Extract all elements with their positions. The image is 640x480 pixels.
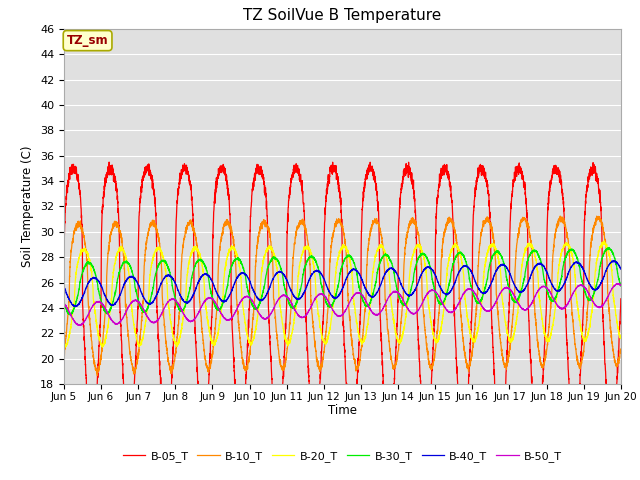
B-30_T [60,300,68,305]
B-20_T [600,238,608,244]
Text: TZ_sm: TZ_sm [67,34,108,47]
Line: B-30_T: B-30_T [64,248,621,315]
Line: B-05_T: B-05_T [64,162,621,441]
B-50_T [436,296,444,302]
B-50_T [161,305,168,311]
B-50_T [60,301,68,307]
B-50_T [616,282,624,288]
Line: B-10_T: B-10_T [64,216,621,375]
B-10_T [467,355,475,361]
B-05_T [161,425,168,431]
B-10_T [161,317,168,323]
B-05_T [534,438,541,444]
B-20_T [60,342,68,348]
B-05_T [616,311,624,316]
B-05_T [617,296,625,302]
B-50_T [499,287,507,292]
B-40_T [616,265,624,271]
B-30_T [161,259,168,264]
B-05_T [60,294,68,300]
B-20_T [99,344,106,350]
B-40_T [467,269,475,275]
B-20_T [322,339,330,345]
B-40_T [499,262,507,267]
B-50_T [613,281,621,287]
B-50_T [322,295,330,301]
B-10_T [616,350,624,356]
B-30_T [67,312,74,318]
B-50_T [467,287,475,292]
B-10_T [556,213,564,219]
B-10_T [322,332,330,338]
B-10_T [60,353,68,359]
B-30_T [617,283,625,289]
B-10_T [436,290,444,296]
B-30_T [605,245,612,251]
B-20_T [161,259,168,265]
B-05_T [499,414,507,420]
B-30_T [322,299,330,304]
B-10_T [617,348,625,353]
B-20_T [499,301,507,307]
B-40_T [610,258,618,264]
B-20_T [617,335,625,340]
B-30_T [436,301,444,307]
B-30_T [499,257,507,263]
Line: B-50_T: B-50_T [64,284,621,325]
Line: B-20_T: B-20_T [64,241,621,347]
Line: B-40_T: B-40_T [64,261,621,307]
B-40_T [436,285,444,290]
X-axis label: Time: Time [328,405,357,418]
B-10_T [499,354,507,360]
B-40_T [322,281,330,287]
Y-axis label: Soil Temperature (C): Soil Temperature (C) [22,145,35,267]
B-20_T [436,330,444,336]
B-10_T [93,372,101,378]
B-20_T [467,334,475,340]
B-50_T [617,282,625,288]
Title: TZ SoilVue B Temperature: TZ SoilVue B Temperature [243,9,442,24]
B-40_T [161,276,168,281]
B-05_T [322,199,330,204]
B-40_T [71,304,79,310]
Legend: B-05_T, B-10_T, B-20_T, B-30_T, B-40_T, B-50_T: B-05_T, B-10_T, B-20_T, B-30_T, B-40_T, … [118,446,566,466]
B-05_T [106,159,113,165]
B-30_T [616,281,624,287]
B-30_T [467,283,475,289]
B-05_T [436,171,444,177]
B-40_T [60,284,68,290]
B-40_T [617,266,625,272]
B-05_T [467,318,475,324]
B-50_T [76,323,84,328]
B-20_T [616,335,624,341]
